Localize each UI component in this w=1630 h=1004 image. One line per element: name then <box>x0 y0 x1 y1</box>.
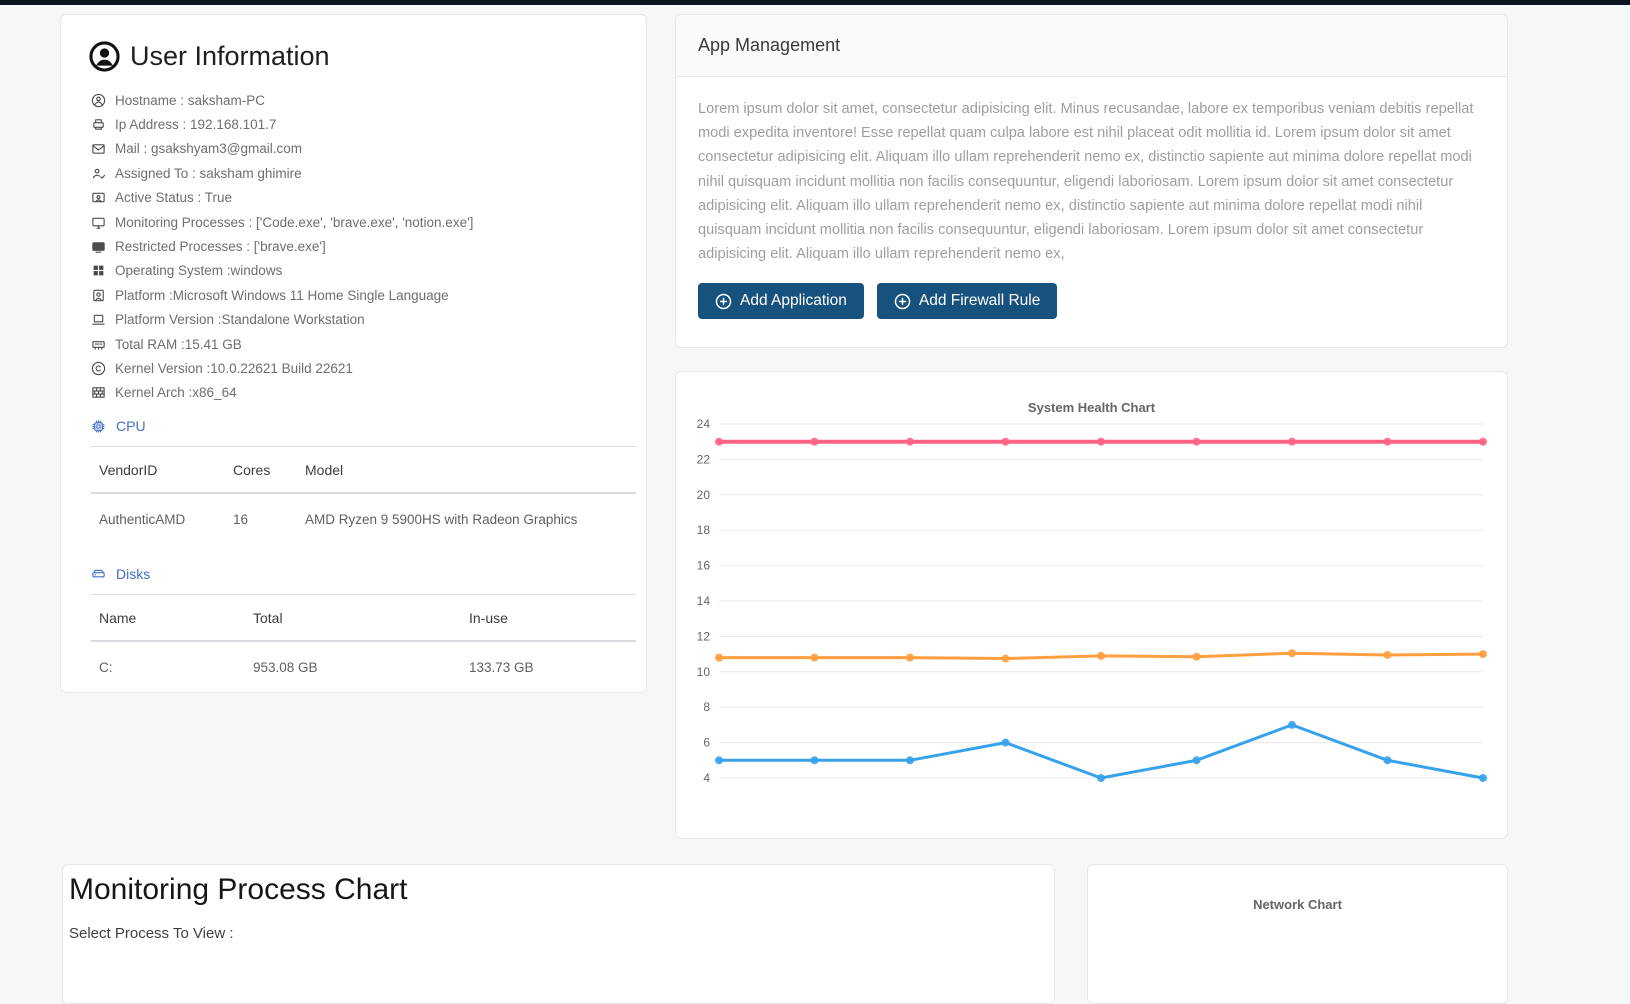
monitoring-process-chart-card: Monitoring Process Chart Select Process … <box>62 864 1055 1004</box>
svg-text:16: 16 <box>697 559 711 573</box>
app-management-description: Lorem ipsum dolor sit amet, consectetur … <box>698 101 1474 263</box>
info-item-text: Restricted Processes : ['brave.exe'] <box>115 239 326 255</box>
add-firewall-rule-button[interactable]: Add Firewall Rule <box>876 283 1058 320</box>
info-item: Restricted Processes : ['brave.exe'] <box>91 234 636 258</box>
disks-table: Name Total In-use C: 953.08 GB 133.73 GB <box>91 594 636 701</box>
info-item: Ip Address : 192.168.101.7 <box>91 112 636 136</box>
table-cell: 16 <box>233 512 249 528</box>
cpu-link-label: CPU <box>116 418 146 435</box>
person-circle-icon <box>89 41 120 72</box>
system-health-chart: 4 6 8 10 12 14 16 18 20 22 24 System Health Chart <box>697 400 1487 785</box>
app-management-card: App Management Lorem ipsum dolor sit ame… <box>675 14 1508 348</box>
info-item: Assigned To : saksham ghimire <box>91 161 636 185</box>
column-header: Name <box>91 594 245 643</box>
app-management-body: Lorem ipsum dolor sit amet, consectetur … <box>676 77 1507 339</box>
info-item: Monitoring Processes : ['Code.exe', 'bra… <box>91 210 636 234</box>
cpu-icon <box>91 419 106 434</box>
select-process-label: Select Process To View : <box>69 925 234 942</box>
svg-text:8: 8 <box>703 700 710 714</box>
app-management-header: App Management <box>676 15 1507 77</box>
svg-text:System Health Chart: System Health Chart <box>1028 400 1156 415</box>
info-item: Operating System :windows <box>91 259 636 283</box>
table-cell: 953.08 GB <box>253 660 318 676</box>
user-info-list: Hostname : saksham-PC Ip Address : 192.16… <box>91 88 636 405</box>
person-check-icon <box>91 166 106 181</box>
info-item: Hostname : saksham-PC <box>91 88 636 112</box>
svg-text:6: 6 <box>703 736 710 750</box>
info-item: Kernel Version :10.0.22621 Build 22621 <box>91 356 636 380</box>
tv-icon <box>91 239 106 254</box>
info-item: Platform Version :Standalone Workstation <box>91 308 636 332</box>
add-firewall-rule-button-label: Add Firewall Rule <box>918 292 1041 310</box>
monitoring-process-chart-title: Monitoring Process Chart <box>69 873 408 906</box>
column-header: Cores <box>225 446 297 495</box>
plus-circle-icon <box>715 293 732 310</box>
column-header: VendorID <box>91 446 225 495</box>
bricks-icon <box>91 385 106 400</box>
info-item: Total RAM :15.41 GB <box>91 332 636 356</box>
add-application-button[interactable]: Add Application <box>698 283 864 320</box>
table-cell: 133.73 GB <box>469 660 534 676</box>
copyright-icon <box>91 361 106 376</box>
info-item-text: Platform :Microsoft Windows 11 Home Sing… <box>115 287 449 303</box>
column-header: In-use <box>461 594 636 643</box>
hdd-icon <box>91 567 106 582</box>
cpu-table: VendorID Cores Model AuthenticAMD 16 AMD Ryze… <box>91 446 636 553</box>
user-information-title: User Information <box>89 41 636 72</box>
system-health-chart-card: 4 6 8 10 12 14 16 18 20 22 24 System Health Chart <box>675 371 1508 839</box>
info-item-text: Total RAM :15.41 GB <box>115 336 242 352</box>
svg-text:12: 12 <box>697 629 711 643</box>
disks-link-label: Disks <box>116 566 151 583</box>
windows-icon <box>91 263 106 278</box>
table-cell: C: <box>99 660 113 676</box>
svg-text:4: 4 <box>703 771 710 785</box>
top-accent-bar <box>0 0 1630 5</box>
network-chart-card: Network Chart <box>1087 864 1508 1004</box>
svg-text:10: 10 <box>697 665 711 679</box>
app-management-buttons: Add Application Add Firewall Rule <box>698 283 1485 320</box>
network-chart-title: Network Chart <box>1253 897 1342 912</box>
info-item-text: Kernel Arch :x86_64 <box>115 385 237 401</box>
disks-link[interactable]: Disks <box>91 566 636 582</box>
info-item-text: Kernel Version :10.0.22621 Build 22621 <box>115 360 353 376</box>
info-item: Kernel Arch :x86_64 <box>91 381 636 405</box>
user-information-card: User Information Hostname : saksham-PC Ip… <box>60 14 647 693</box>
info-item: Mail : gsakshyam3@gmail.com <box>91 137 636 161</box>
info-item-text: Hostname : saksham-PC <box>115 92 266 108</box>
info-item-text: Platform Version :Standalone Workstation <box>115 312 365 328</box>
info-item-text: Active Status : True <box>115 190 233 206</box>
svg-text:24: 24 <box>697 417 711 431</box>
person-video-icon <box>91 190 106 205</box>
person-badge-icon <box>91 288 106 303</box>
info-item: Active Status : True <box>91 186 636 210</box>
printer-icon <box>91 117 106 132</box>
info-item-text: Operating System :windows <box>115 263 283 279</box>
svg-text:22: 22 <box>697 452 711 466</box>
info-item: Platform :Microsoft Windows 11 Home Sing… <box>91 283 636 307</box>
plus-circle-icon <box>894 293 911 310</box>
svg-text:14: 14 <box>697 594 711 608</box>
display-icon <box>91 215 106 230</box>
info-item-text: Ip Address : 192.168.101.7 <box>115 117 277 133</box>
table-row: C: 953.08 GB 133.73 GB <box>91 641 636 701</box>
app-management-title: App Management <box>698 35 841 55</box>
info-item-text: Mail : gsakshyam3@gmail.com <box>115 141 303 157</box>
svg-text:18: 18 <box>697 523 711 537</box>
column-header: Model <box>297 446 636 495</box>
add-application-button-label: Add Application <box>740 292 847 310</box>
laptop-icon <box>91 312 106 327</box>
person-circle-icon <box>91 93 106 108</box>
user-information-title-text: User Information <box>130 41 330 71</box>
memory-icon <box>91 337 106 352</box>
table-cell: AMD Ryzen 9 5900HS with Radeon Graphics <box>305 512 578 528</box>
info-item-text: Assigned To : saksham ghimire <box>115 165 302 181</box>
envelope-icon <box>91 141 106 156</box>
table-row: AuthenticAMD 16 AMD Ryzen 9 5900HS with Ra… <box>91 493 636 553</box>
info-item-text: Monitoring Processes : ['Code.exe', 'bra… <box>115 214 474 230</box>
cpu-link[interactable]: CPU <box>91 418 636 434</box>
table-cell: AuthenticAMD <box>99 512 186 528</box>
svg-text:20: 20 <box>697 488 711 502</box>
column-header: Total <box>245 594 461 643</box>
